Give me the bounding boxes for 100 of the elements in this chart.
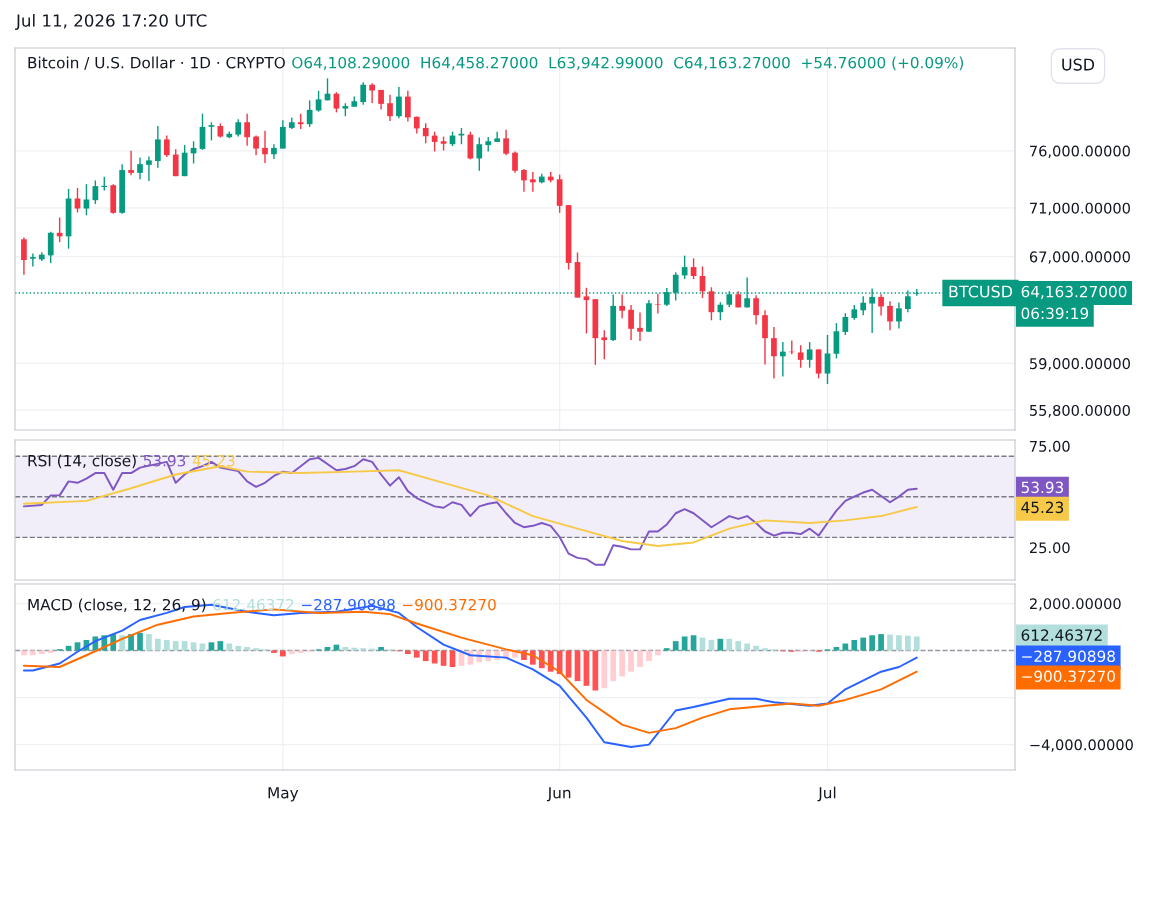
candlestick xyxy=(771,326,777,380)
bar xyxy=(65,645,72,651)
bar xyxy=(422,650,429,662)
candlestick xyxy=(681,254,688,280)
x-tick-label: May xyxy=(268,787,299,802)
candlestick xyxy=(878,293,884,317)
text: 06:39:19 xyxy=(1021,307,1089,320)
candlestick xyxy=(155,125,161,169)
bar xyxy=(172,641,179,651)
candlestick xyxy=(387,94,393,122)
text: USD xyxy=(1062,58,1095,71)
y-tick-label: 59,000.00000 xyxy=(1030,358,1130,371)
bar xyxy=(646,650,652,662)
bar xyxy=(913,636,920,651)
candlestick xyxy=(244,112,250,147)
candlestick xyxy=(619,293,625,319)
bar xyxy=(38,650,45,655)
candlestick xyxy=(280,119,286,150)
candlestick xyxy=(762,309,768,366)
candlestick xyxy=(128,150,134,177)
bar xyxy=(360,648,367,651)
bar xyxy=(137,632,143,651)
candlestick xyxy=(369,82,375,104)
bar xyxy=(271,650,277,653)
bar xyxy=(717,638,724,651)
candlestick xyxy=(628,304,634,341)
candlestick xyxy=(253,134,259,156)
candlestick xyxy=(512,150,518,174)
candlestick xyxy=(637,311,643,342)
candlestick xyxy=(83,183,90,217)
y-tick-label: 25.00 xyxy=(1029,542,1070,554)
candlestick xyxy=(753,294,759,326)
candlestick xyxy=(655,292,661,315)
candlestick xyxy=(860,295,867,316)
candlestick xyxy=(306,99,313,128)
candlestick xyxy=(833,322,840,360)
candlestick xyxy=(583,287,590,335)
candlestick xyxy=(601,329,608,360)
candlestick xyxy=(824,334,831,385)
bar xyxy=(690,635,697,651)
bar xyxy=(672,641,679,651)
candlestick xyxy=(405,90,411,123)
annotation: −900.37270 xyxy=(402,598,496,611)
bar xyxy=(905,635,911,651)
x-tick-label: Jun xyxy=(546,787,571,802)
text: −900.37270 xyxy=(1022,670,1115,683)
candlestick xyxy=(163,134,170,158)
text: Jul 11, 2026 17:20 UTC xyxy=(15,13,207,30)
annotation: 53.93 xyxy=(143,454,186,467)
y-tick-label: 67,000.00000 xyxy=(1029,251,1130,264)
bar xyxy=(663,648,670,651)
candlestick xyxy=(797,344,804,369)
bar xyxy=(556,650,563,675)
bar xyxy=(833,647,840,651)
candlestick xyxy=(530,171,536,193)
candlestick xyxy=(476,136,483,172)
chart-title: Bitcoin / U.S. Dollar · 1D · CRYPTO xyxy=(28,56,285,70)
text: O64,108.29000 H64,458.27000 L63,942.99000 C64,163.27000 +54.76000 (+0.09%) xyxy=(292,56,964,71)
bar xyxy=(619,650,625,677)
bar xyxy=(342,647,349,651)
candlestick xyxy=(47,231,54,264)
bar xyxy=(413,650,420,658)
bar xyxy=(217,641,224,651)
y-tick-label: −4,000.00000 xyxy=(1030,739,1133,752)
bar xyxy=(601,650,608,689)
annotation: 45.23 xyxy=(192,454,235,467)
bar xyxy=(878,634,884,651)
candlestick xyxy=(207,121,216,142)
bar xyxy=(708,639,715,651)
text: RSI (14, close) xyxy=(28,454,136,469)
candlestick xyxy=(172,148,179,177)
candlestick xyxy=(896,301,902,330)
bar xyxy=(547,650,554,672)
candlestick xyxy=(396,86,402,119)
candlestick xyxy=(503,129,509,156)
candlestick xyxy=(422,122,429,144)
text: 45.23 xyxy=(1021,501,1064,514)
bar xyxy=(610,650,617,682)
text: 64,163.27000 xyxy=(1021,285,1127,299)
candlestick xyxy=(29,252,37,268)
candlestick xyxy=(271,143,277,160)
bar xyxy=(155,638,161,651)
candlestick xyxy=(181,144,188,177)
candlestick xyxy=(92,179,99,205)
bar xyxy=(199,643,206,651)
annotation: 612.46372 xyxy=(213,598,294,611)
y-tick-label: 76,000.00000 xyxy=(1030,145,1130,159)
text: −287.90898 xyxy=(1022,650,1115,663)
candlestick xyxy=(146,155,152,182)
x-tick-label: Jul xyxy=(817,786,836,802)
bar xyxy=(378,647,384,651)
bar xyxy=(842,643,849,651)
bar xyxy=(744,643,750,651)
bar xyxy=(181,641,188,651)
y-tick-label: 55,800.00000 xyxy=(1030,404,1130,418)
candlestick xyxy=(137,156,143,181)
y-tick-label: 75.00 xyxy=(1030,440,1070,452)
bar xyxy=(637,650,643,668)
annotation: −287.90898 xyxy=(302,598,395,611)
ref-line-label: BTCUSD xyxy=(949,285,1013,298)
